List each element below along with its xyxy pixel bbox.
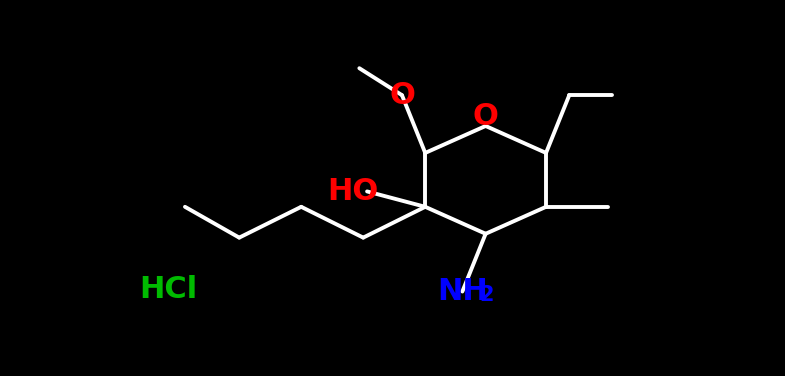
Text: O: O [389,81,415,110]
Text: 2: 2 [480,285,494,305]
Text: HCl: HCl [139,276,197,305]
Text: HO: HO [327,177,379,206]
Text: NH: NH [437,277,487,306]
Text: O: O [473,102,498,131]
